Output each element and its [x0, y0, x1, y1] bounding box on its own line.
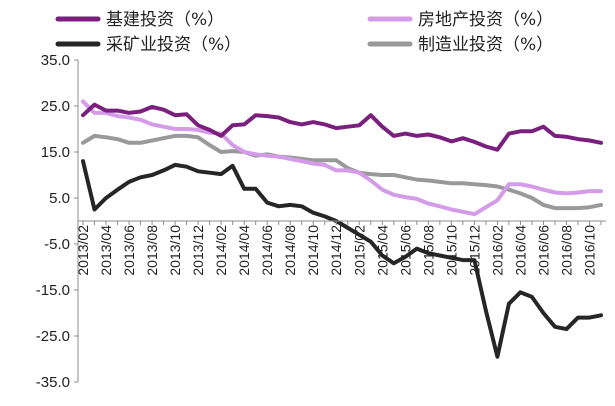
series-line-0 — [81, 102, 603, 152]
x-tick-label: 2014/12 — [328, 225, 344, 276]
x-tick-label: 2015/08 — [420, 225, 436, 276]
y-tick-label: -15.0 — [36, 282, 70, 299]
y-tick-label: 25.0 — [41, 98, 70, 115]
x-tick-label: 2015/10 — [443, 225, 459, 276]
x-axis: 2013/02 2013/04 2013/06 2013/08 2013/10 2013/… — [75, 220, 606, 276]
legend: 基建投资（%） 房地产投资（%） 采矿业投资（%） 制造业投资（%） — [55, 10, 553, 55]
series-line-2 — [81, 159, 603, 359]
y-tick-label: 5.0 — [49, 190, 70, 207]
x-tick-label: 2014/02 — [213, 225, 229, 276]
legend-label-2: 采矿业投资（%） — [106, 35, 241, 55]
x-tick-label: 2013/06 — [121, 225, 137, 276]
y-tick-label: -35.0 — [36, 374, 70, 391]
x-tick-label: 2013/10 — [167, 225, 183, 276]
legend-label-1: 房地产投资（%） — [418, 10, 553, 30]
y-tick-label: -5.0 — [44, 236, 70, 253]
y-tick-label: -25.0 — [36, 328, 70, 345]
x-tick-label: 2015/06 — [397, 225, 413, 276]
x-tick-label: 2015/02 — [351, 225, 367, 276]
x-tick-label: 2013/04 — [98, 225, 114, 276]
legend-label-3: 制造业投资（%） — [418, 35, 553, 55]
x-tick-label: 2016/06 — [535, 225, 551, 276]
x-tick-label: 2013/12 — [190, 225, 206, 276]
series-line-3 — [81, 133, 603, 211]
y-tick-label: 15.0 — [41, 144, 70, 161]
x-tick-label: 2016/02 — [489, 225, 505, 276]
x-tick-label: 2015/04 — [374, 225, 390, 276]
plot-lines — [81, 99, 603, 359]
x-tick-label: 2014/10 — [305, 225, 321, 276]
x-tick-label: 2014/04 — [236, 225, 252, 276]
x-tick-label: 2014/08 — [282, 225, 298, 276]
series-line-1 — [81, 99, 603, 217]
x-tick-label: 2016/04 — [512, 225, 528, 276]
x-tick-label: 2015/12 — [466, 225, 482, 276]
x-tick-label: 2016/08 — [558, 225, 574, 276]
y-tick-label: 35.0 — [41, 52, 70, 69]
y-axis: 35.0 25.0 15.0 5.0 -5.0 -15.0 -25.0 -35.0 — [36, 52, 79, 391]
x-tick-label: 2016/10 — [581, 225, 597, 276]
x-tick-label: 2014/06 — [259, 225, 275, 276]
x-tick-label: 2013/02 — [75, 225, 91, 276]
x-tick-label: 2013/08 — [144, 225, 160, 276]
legend-label-0: 基建投资（%） — [106, 10, 224, 30]
